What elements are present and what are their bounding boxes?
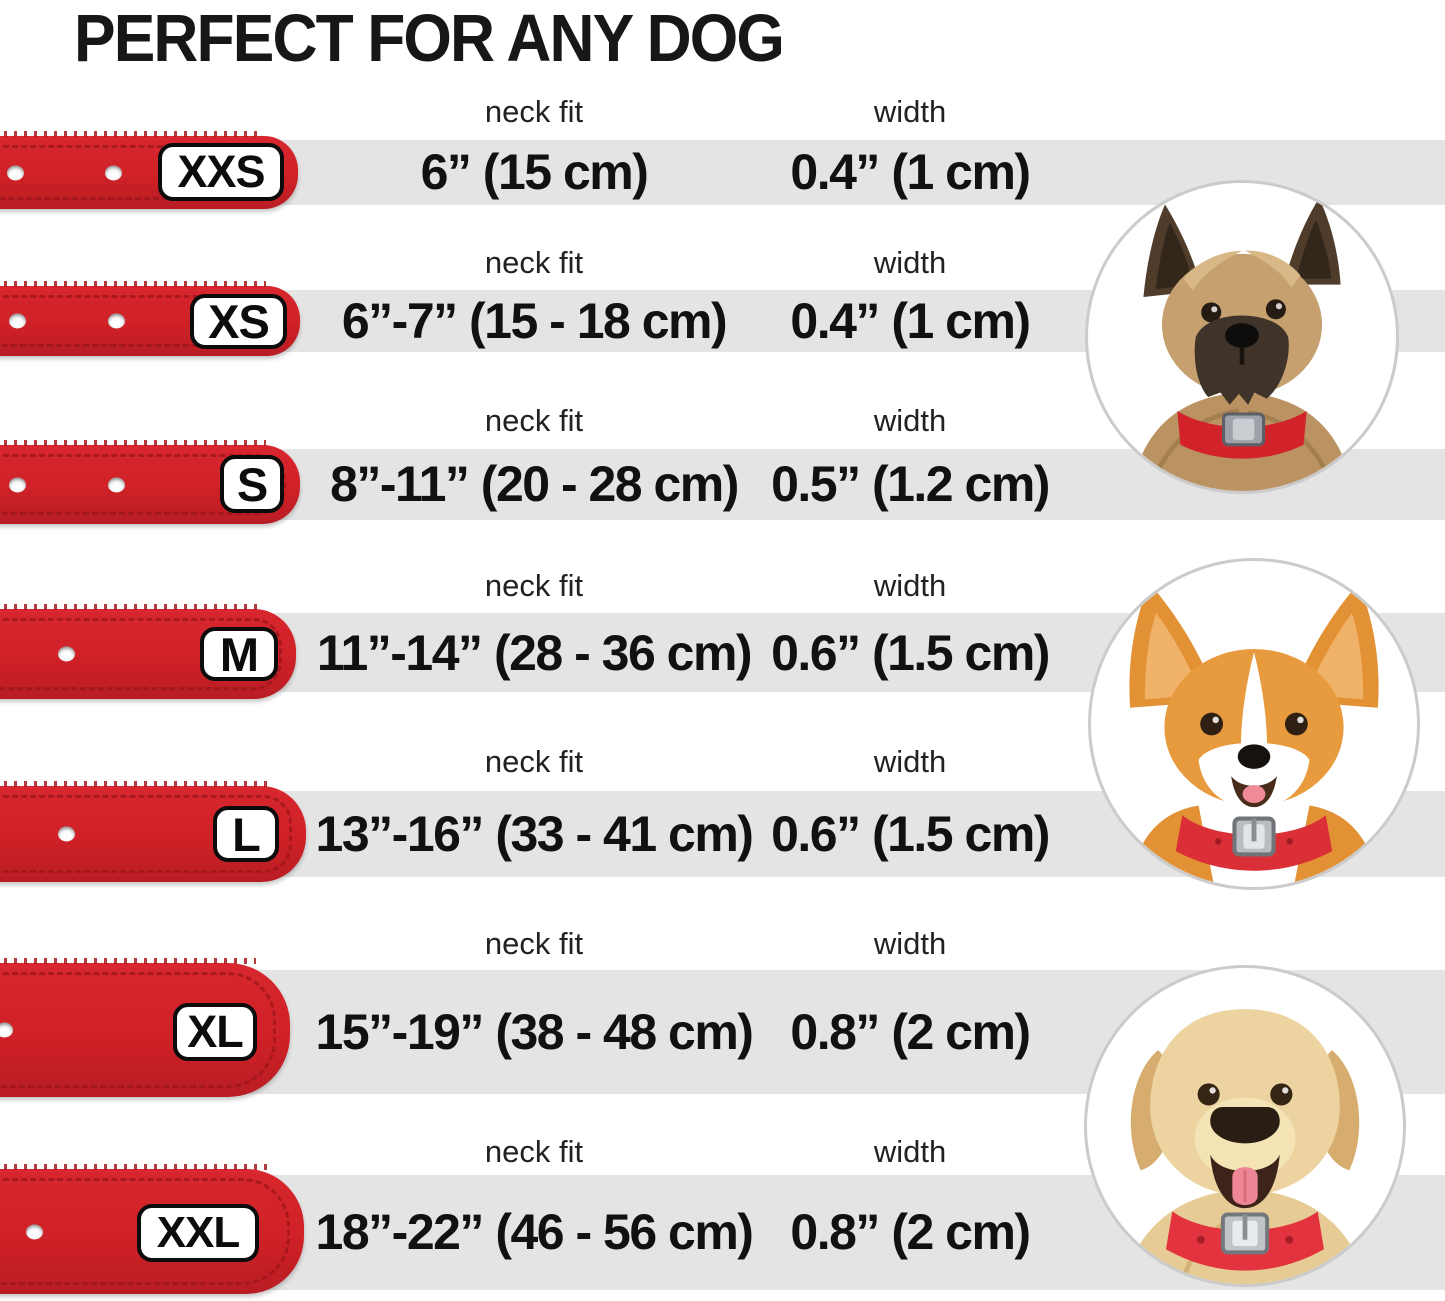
neck-fit-value: 6” (15 cm) [420,144,649,200]
collar-hole [58,646,75,662]
labrador-illustration [1122,1009,1368,1284]
dog-photo-terrier [1085,180,1399,494]
size-badge: M [200,627,278,681]
terrier-illustration [1131,198,1353,491]
neck-fit-label: neck fit [484,568,584,603]
width-value: 0.4” (1 cm) [790,293,1031,349]
width-label: width [873,94,947,129]
size-badge: S [220,455,284,513]
collar-hole [7,165,24,180]
width-value: 0.8” (2 cm) [790,1204,1031,1260]
size-badge-label: M [219,627,259,681]
size-badge: XXL [137,1204,259,1262]
neck-fit-label: neck fit [484,1134,584,1169]
width-label: width [873,1134,947,1169]
page-title: PERFECT FOR ANY DOG [74,1,785,76]
collar-hole [58,826,75,842]
neck-fit-label: neck fit [484,245,584,280]
size-badge-label: XXL [156,1208,241,1257]
width-value: 0.4” (1 cm) [790,144,1031,200]
size-badge-label: XS [208,295,270,348]
neck-fit-value: 11”-14” (28 - 36 cm) [316,625,753,681]
width-label: width [873,744,947,779]
neck-fit-label: neck fit [484,926,584,961]
neck-fit-value: 6”-7” (15 - 18 cm) [341,293,728,349]
width-label: width [873,926,947,961]
collar-hole [9,313,26,329]
width-label: width [873,403,947,438]
size-badge-label: XL [187,1006,244,1057]
dog-photo-corgi [1088,558,1420,890]
neck-fit-label: neck fit [484,403,584,438]
dog-photo-labrador [1084,965,1406,1287]
size-badge: XS [190,294,287,349]
size-badge: XXS [158,143,284,201]
size-badge-label: L [232,807,261,861]
corgi-illustration [1127,583,1381,887]
collar-hole [108,313,125,329]
neck-fit-value: 8”-11” (20 - 28 cm) [330,456,739,512]
collar-hole [26,1224,43,1239]
size-badge-label: S [236,457,268,511]
collar-hole [105,165,122,180]
collar-hole [9,477,26,492]
width-value: 0.8” (2 cm) [790,1004,1031,1060]
size-badge: L [213,806,279,862]
width-label: width [873,568,947,603]
width-value: 0.6” (1.5 cm) [771,806,1050,862]
width-value: 0.5” (1.2 cm) [771,456,1050,512]
width-label: width [873,245,947,280]
neck-fit-value: 13”-16” (33 - 41 cm) [315,806,754,862]
size-badge-label: XXS [177,146,265,197]
collar-hole [0,1022,13,1038]
neck-fit-label: neck fit [484,94,584,129]
neck-fit-value: 18”-22” (46 - 56 cm) [315,1204,754,1260]
neck-fit-value: 15”-19” (38 - 48 cm) [315,1004,754,1060]
neck-fit-label: neck fit [484,744,584,779]
size-badge: XL [173,1003,257,1061]
width-value: 0.6” (1.5 cm) [771,625,1050,681]
collar-hole [108,477,125,492]
